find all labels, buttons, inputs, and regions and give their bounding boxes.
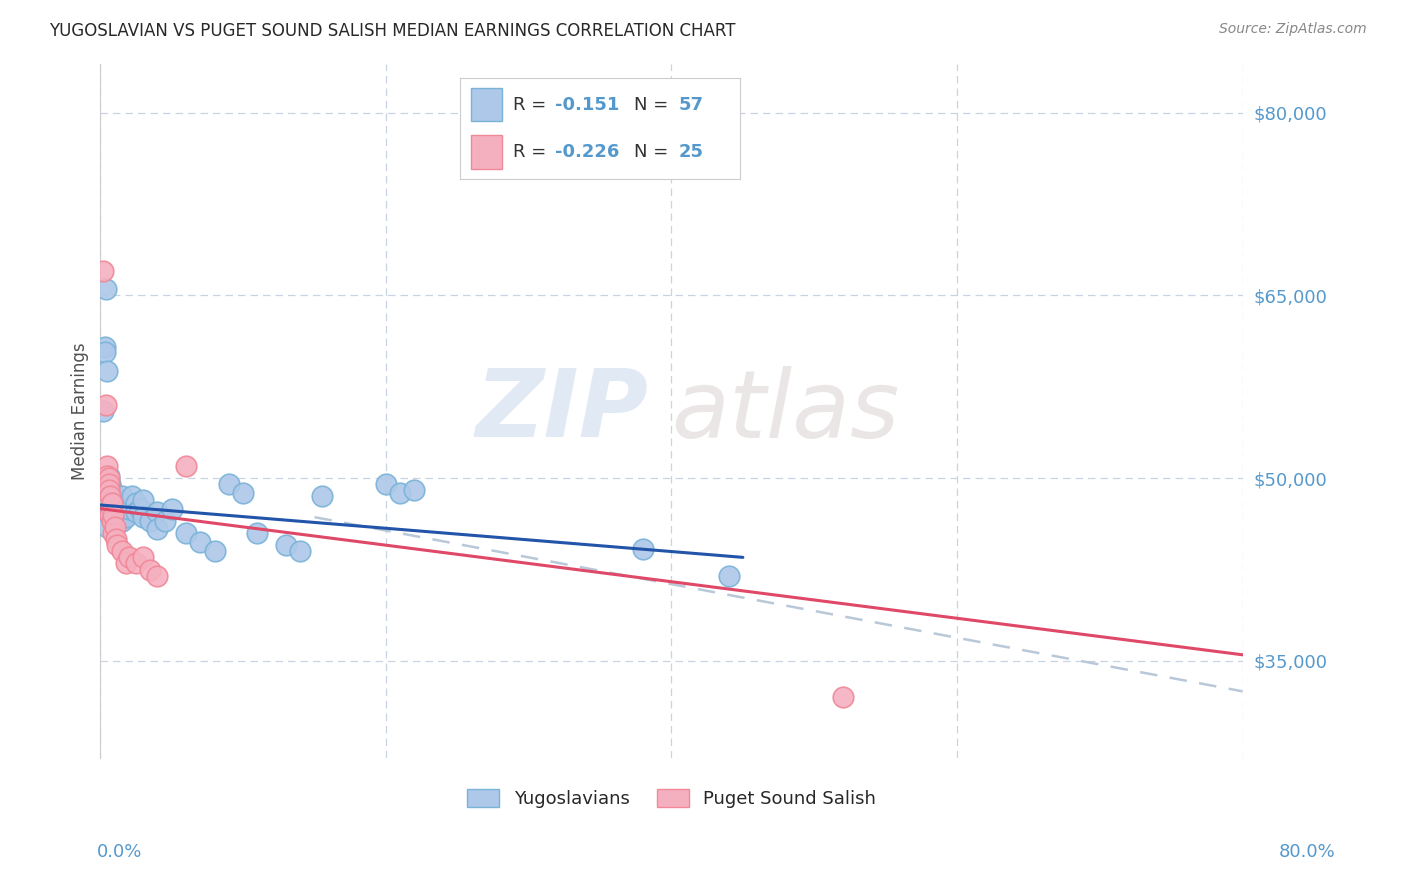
- Point: [125, 495, 148, 509]
- Point: [218, 477, 240, 491]
- Point: [94, 398, 117, 412]
- Point: [374, 477, 396, 491]
- Legend: Yugoslavians, Puget Sound Salish: Yugoslavians, Puget Sound Salish: [460, 782, 883, 815]
- Point: [103, 490, 125, 504]
- Text: YUGOSLAVIAN VS PUGET SOUND SALISH MEDIAN EARNINGS CORRELATION CHART: YUGOSLAVIAN VS PUGET SOUND SALISH MEDIAN…: [49, 22, 735, 40]
- Point: [93, 344, 115, 359]
- Point: [146, 505, 169, 519]
- Point: [91, 404, 114, 418]
- Text: ZIP: ZIP: [475, 365, 648, 458]
- Point: [146, 522, 169, 536]
- Point: [246, 526, 269, 541]
- Point: [125, 505, 148, 519]
- Point: [93, 340, 115, 354]
- Point: [132, 510, 155, 524]
- Point: [274, 538, 297, 552]
- Point: [97, 483, 120, 498]
- Point: [107, 510, 129, 524]
- Point: [104, 493, 127, 508]
- Point: [311, 490, 333, 504]
- Text: Source: ZipAtlas.com: Source: ZipAtlas.com: [1219, 22, 1367, 37]
- Point: [404, 483, 426, 498]
- Point: [174, 526, 197, 541]
- Point: [129, 501, 152, 516]
- Point: [717, 568, 740, 582]
- Point: [103, 508, 125, 522]
- Point: [98, 490, 121, 504]
- Point: [97, 483, 120, 498]
- Point: [100, 495, 122, 509]
- Point: [100, 495, 122, 509]
- Point: [96, 508, 118, 522]
- Point: [98, 501, 121, 516]
- Point: [98, 477, 121, 491]
- Text: 0.0%: 0.0%: [97, 843, 142, 861]
- Point: [100, 514, 122, 528]
- Point: [118, 550, 141, 565]
- Point: [104, 501, 127, 516]
- Point: [132, 493, 155, 508]
- Point: [98, 485, 121, 500]
- Point: [98, 508, 121, 522]
- Point: [389, 485, 412, 500]
- Point: [107, 495, 129, 509]
- Point: [94, 282, 117, 296]
- Point: [111, 514, 134, 528]
- Point: [831, 690, 853, 705]
- Point: [96, 468, 118, 483]
- Point: [105, 508, 128, 522]
- Point: [160, 501, 183, 516]
- Point: [108, 501, 131, 516]
- Point: [153, 514, 176, 528]
- Point: [97, 474, 120, 488]
- Point: [111, 490, 134, 504]
- Point: [96, 520, 118, 534]
- Point: [121, 490, 143, 504]
- Point: [104, 520, 127, 534]
- Point: [103, 526, 125, 541]
- Point: [100, 505, 122, 519]
- Point: [100, 483, 122, 498]
- Y-axis label: Median Earnings: Median Earnings: [72, 343, 89, 480]
- Point: [125, 557, 148, 571]
- Point: [111, 544, 134, 558]
- Point: [112, 508, 135, 522]
- Point: [232, 485, 254, 500]
- Point: [97, 471, 120, 485]
- Point: [91, 264, 114, 278]
- Point: [115, 510, 138, 524]
- Point: [105, 498, 128, 512]
- Point: [103, 514, 125, 528]
- Point: [105, 532, 128, 546]
- Point: [103, 498, 125, 512]
- Point: [115, 557, 138, 571]
- Point: [96, 364, 118, 378]
- Point: [146, 568, 169, 582]
- Point: [96, 458, 118, 473]
- Point: [139, 563, 162, 577]
- Point: [174, 458, 197, 473]
- Point: [97, 468, 120, 483]
- Point: [631, 541, 654, 556]
- Point: [97, 477, 120, 491]
- Point: [139, 514, 162, 528]
- Text: atlas: atlas: [672, 366, 900, 457]
- Point: [204, 544, 226, 558]
- Point: [290, 544, 312, 558]
- Point: [188, 534, 211, 549]
- Point: [118, 501, 141, 516]
- Text: 80.0%: 80.0%: [1279, 843, 1336, 861]
- Point: [107, 538, 129, 552]
- Point: [132, 550, 155, 565]
